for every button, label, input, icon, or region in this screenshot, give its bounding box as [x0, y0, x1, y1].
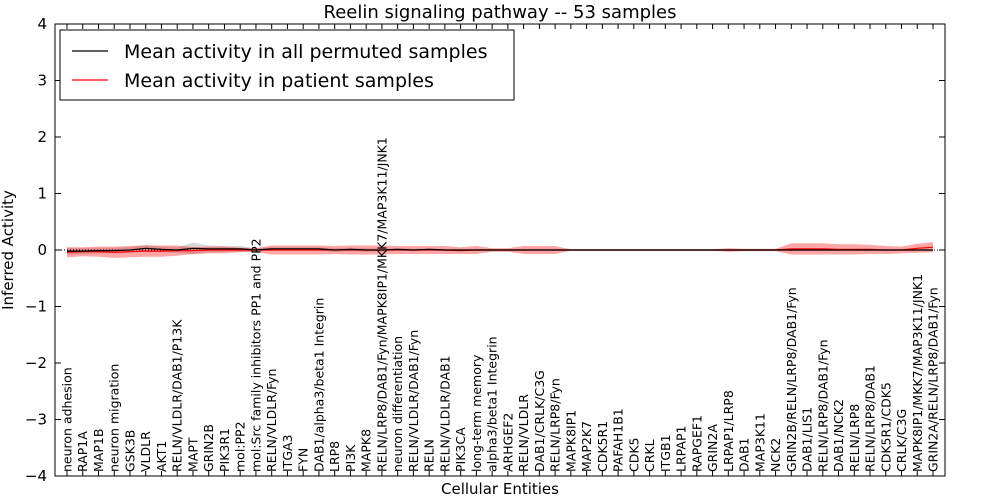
x-category-label: RELN — [422, 439, 437, 472]
x-category-label: long-term memory — [469, 354, 484, 472]
x-category-label: CDK5R1/CDK5 — [878, 382, 893, 472]
x-category-label: RELN/LRP8/Fyn — [548, 378, 563, 472]
y-tick-label: 4 — [37, 15, 47, 33]
x-category-label: ITGA3 — [280, 434, 295, 472]
x-category-label: MAP1B — [91, 429, 106, 472]
x-category-label: FYN — [296, 448, 311, 472]
x-category-label: RELN/VLDLR/DAB1 — [437, 355, 452, 472]
y-tick-label: 0 — [37, 241, 47, 259]
x-category-label: RELN/LRP8 — [847, 404, 862, 472]
x-category-label: neuron migration — [107, 364, 122, 472]
y-axis-label: Inferred Activity — [0, 190, 17, 310]
x-axis-label: Cellular Entities — [441, 480, 559, 498]
x-category-label: PIK3CA — [453, 427, 468, 472]
x-category-label: RELN/VLDLR/DAB1/P13K — [170, 319, 185, 472]
legend-box — [59, 29, 515, 101]
x-category-label: alpha3/beta1 Integrin — [485, 336, 500, 472]
x-category-label: NCK2 — [768, 438, 783, 472]
y-tick-label: 2 — [37, 128, 47, 146]
x-category-label: RELN/LRP8/DAB1/Fyn — [815, 339, 830, 472]
x-category-label: MAPK8IP1 — [563, 410, 578, 472]
x-category-label: RELN/VLDLR/DAB1/Fyn — [406, 330, 421, 472]
x-category-label: neuron adhesion — [60, 367, 75, 472]
x-category-label: DAB1/NCK2 — [831, 399, 846, 472]
x-category-label: RAPGEF1 — [689, 415, 704, 472]
x-category-label: ARHGEF2 — [500, 413, 515, 472]
x-category-label: DAB1 — [737, 438, 752, 473]
x-category-label: AKT1 — [154, 441, 169, 472]
x-category-label: CDK5 — [626, 437, 641, 472]
x-category-label: RELN/LRP8/DAB1/Fyn/MAPK8IP1/MKK7/MAP3K11… — [374, 137, 389, 472]
series-lines — [66, 246, 934, 253]
x-category-label: PIK3R1 — [217, 428, 232, 472]
y-axis-ticks: 4 3 2 1 0 −1 −2 −3 −4 — [25, 15, 945, 485]
x-category-label: ITGB1 — [658, 434, 673, 472]
legend-label-permuted: Mean activity in all permuted samples — [124, 41, 487, 63]
x-category-label: CRKL — [642, 439, 657, 472]
x-category-label: GRIN2A — [705, 424, 720, 472]
x-category-label: LRP8 — [327, 441, 342, 472]
x-category-label: DAB1/CRLK/C3G — [532, 370, 547, 472]
x-category-label: GRIN2A/RELN/LRP8/DAB1/Fyn — [926, 287, 941, 472]
x-category-label: neuron differentiation — [390, 336, 405, 472]
y-tick-label: 1 — [37, 185, 47, 203]
x-category-label: GRIN2B/RELN/LRP8/DAB1/Fyn — [784, 287, 799, 472]
y-tick-label: −3 — [25, 411, 47, 429]
y-tick-label: −2 — [25, 354, 47, 372]
x-axis-category-labels: neuron adhesion RAP1A MAP1B neuron migratio… — [60, 137, 941, 472]
y-tick-label: 3 — [37, 72, 47, 90]
x-category-label: LRPAP1/LRP8 — [721, 390, 736, 472]
x-axis-ticks — [66, 24, 934, 476]
x-category-label: GSK3B — [123, 430, 138, 472]
chart-title: Reelin signaling pathway -- 53 samples — [324, 2, 677, 23]
x-category-label: DAB1/alpha3/beta1 Integrin — [311, 298, 326, 472]
x-category-label: DAB1/LIS1 — [800, 407, 815, 472]
x-category-label: MAPK8 — [359, 429, 374, 472]
x-category-label: MAPK8IP1/MKK7/MAP3K11/JNK1 — [910, 274, 925, 472]
x-category-label: CDK5R1 — [595, 421, 610, 472]
x-category-label: mol:PP2 — [233, 421, 248, 472]
x-category-label: PAFAH1B1 — [611, 408, 626, 472]
x-category-label: RELN/VLDLR — [516, 394, 531, 472]
x-category-label: VLDLR — [138, 431, 153, 472]
legend-label-patient: Mean activity in patient samples — [124, 70, 434, 92]
x-category-label: GRIN2B — [201, 424, 216, 472]
x-category-label: MAPT — [186, 437, 201, 472]
x-category-label: MAP3K11 — [752, 413, 767, 472]
y-tick-label: −4 — [25, 467, 47, 485]
legend: Mean activity in all permuted samples Me… — [59, 29, 515, 101]
x-category-label: CRLK/C3G — [894, 409, 909, 472]
x-category-label: mol:Src family inhibitors PP1 and PP2 — [248, 238, 263, 472]
series-line-permuted — [67, 247, 933, 252]
x-category-label: MAP2K7 — [579, 421, 594, 472]
x-category-label: RELN/VLDLR/Fyn — [264, 369, 279, 472]
x-category-label: PI3K — [343, 444, 358, 472]
x-category-label: LRPAP1 — [674, 426, 689, 472]
x-category-label: RELN/LRP8/DAB1 — [863, 365, 878, 472]
y-tick-label: −1 — [25, 298, 47, 316]
x-category-label: RAP1A — [75, 431, 90, 472]
